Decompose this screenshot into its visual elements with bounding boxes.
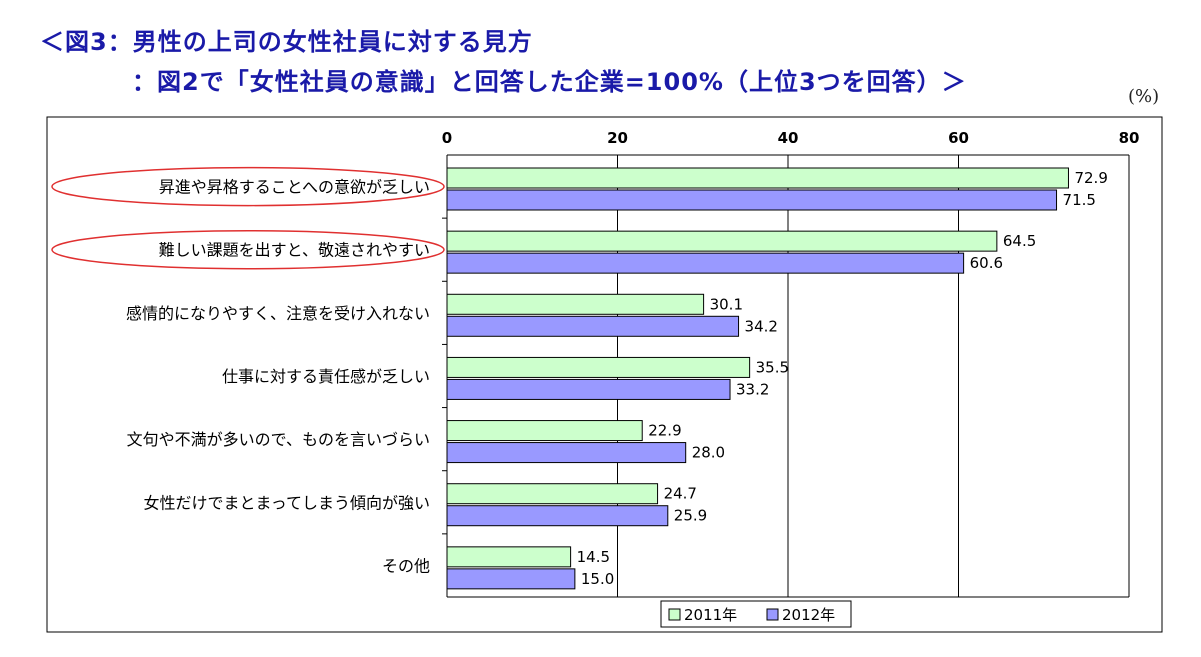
legend-box: [660, 600, 852, 628]
highlight-ellipse: [51, 229, 445, 270]
axis-ticks: 0 20 40 60 80: [442, 129, 1140, 147]
chart-title-line2: ：図2で「女性社員の意識」と回答した企業=100%（上位3つを回答）＞: [132, 68, 967, 96]
data-label-2011: 24.7: [664, 485, 697, 503]
data-label-2012: 15.0: [581, 570, 614, 588]
data-label-2012: 71.5: [1063, 191, 1096, 209]
bar-2012: [446, 315, 740, 337]
bar-2012: [446, 252, 965, 274]
bar-2012: [446, 505, 669, 527]
category-label: 仕事に対する責任感が乏しい: [222, 367, 430, 386]
data-label-2012: 60.6: [970, 254, 1003, 272]
data-label-2011: 22.9: [648, 422, 681, 440]
data-label-2011: 14.5: [577, 548, 610, 566]
x-tick-label: 60: [948, 129, 969, 147]
bar-2012: [446, 378, 731, 400]
data-label-2011: 72.9: [1074, 169, 1107, 187]
chart-title-line1: ＜図3：男性の上司の女性社員に対する見方: [40, 28, 533, 56]
x-tick-label: 80: [1119, 129, 1140, 147]
data-label-2011: 30.1: [710, 295, 743, 313]
legend-swatch-2011: [668, 608, 681, 621]
bar-2011: [446, 546, 572, 568]
category-label: その他: [382, 556, 430, 575]
data-label-2012: 25.9: [674, 507, 707, 525]
category-label: 文句や不満が多いので、ものを言いづらい: [127, 430, 430, 449]
bar-2012: [446, 189, 1058, 211]
unit-label: (%): [1128, 86, 1160, 107]
category-label: 昇進や昇格することへの意欲が乏しい: [159, 178, 430, 197]
data-label-2012: 34.2: [745, 317, 778, 335]
data-label-2011: 64.5: [1003, 232, 1036, 250]
bar-2011: [446, 230, 998, 252]
legend-swatch-2012: [766, 608, 779, 621]
legend-label-2011: 2011年: [684, 606, 737, 624]
category-label: 難しい課題を出すと、敬遠されやすい: [159, 241, 430, 260]
category-label: 女性だけでまとまってしまう傾向が強い: [143, 493, 430, 512]
data-label-2012: 33.2: [736, 380, 769, 398]
bars: 72.9 71.5 64.560.6 30.134.2 35.5 33.2 22.9 28.0…: [446, 167, 1108, 590]
bar-2011: [446, 293, 705, 315]
data-label-2011: 35.5: [756, 358, 789, 376]
bar-2011: [446, 483, 659, 505]
category-label: 感情的になりやすく、注意を受け入れない: [126, 304, 430, 323]
highlight-ellipse: [51, 166, 445, 207]
x-tick-label: 20: [607, 129, 628, 147]
x-tick-label: 40: [778, 129, 799, 147]
legend: 2011年 2012年: [660, 600, 852, 628]
x-tick-label: 0: [442, 129, 452, 147]
bar-2012: [446, 568, 576, 590]
legend-label-2012: 2012年: [782, 606, 835, 624]
bar-2011: [446, 356, 751, 378]
bar-2012: [446, 442, 687, 464]
data-label-2012: 28.0: [692, 444, 725, 462]
bar-2011: [446, 167, 1069, 189]
category-labels: 昇進や昇格することへの意欲が乏しい難しい課題を出すと、敬遠されやすい感情的になり…: [51, 166, 445, 575]
bar-2011: [446, 420, 643, 442]
